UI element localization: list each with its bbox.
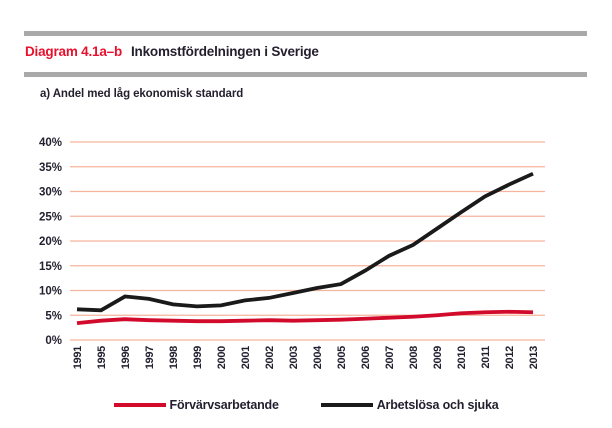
chart-legend: Förvärvsarbetande Arbetslösa och sjuka xyxy=(0,398,612,412)
legend-line-swatch xyxy=(113,403,166,407)
x-tick-label: 1996 xyxy=(120,346,132,369)
x-tick-label: 2011 xyxy=(480,346,492,369)
line-chart-canvas: 0% 5% 10% 15% 20% 25% 30% 35% 40% 1991 1995 1996 199… xyxy=(39,137,545,369)
series-line-arbetsl-sa-och-sjuka xyxy=(76,171,534,313)
x-tick-label: 2003 xyxy=(288,346,300,369)
series-line-f-rv-rvsarbetande xyxy=(76,309,534,326)
legend-label: Förvärvsarbetande xyxy=(169,398,279,412)
x-tick-label: 2010 xyxy=(456,346,468,369)
x-tick-label: 2005 xyxy=(336,346,348,369)
diagram-title-text: Inkomstfördelningen i Sverige xyxy=(131,44,319,59)
x-tick-label: 2008 xyxy=(408,346,420,369)
legend-line-swatch xyxy=(320,403,373,407)
legend-item: Arbetslösa och sjuka xyxy=(320,398,499,412)
y-tick-label: 20% xyxy=(39,236,62,248)
x-tick-label: 2009 xyxy=(432,346,444,369)
x-tick-label: 2004 xyxy=(312,345,324,369)
x-tick-label: 2006 xyxy=(360,346,372,369)
y-tick-label: 10% xyxy=(39,286,62,298)
x-tick-label: 1999 xyxy=(192,346,204,369)
top-divider xyxy=(24,31,587,36)
y-tick-label: 15% xyxy=(39,261,62,273)
y-tick-label: 30% xyxy=(39,187,62,199)
x-tick-label: 2007 xyxy=(384,346,396,369)
title-divider xyxy=(24,72,587,77)
x-tick-label: 1995 xyxy=(96,346,108,369)
y-tick-label: 40% xyxy=(39,137,62,149)
x-tick-label: 1997 xyxy=(144,346,156,369)
x-tick-label: 2012 xyxy=(504,346,516,369)
panel-a-subtitle: a) Andel med låg ekonomisk standard xyxy=(40,88,244,100)
x-tick-label: 2013 xyxy=(528,346,540,369)
y-tick-label: 35% xyxy=(39,162,62,174)
x-tick-label: 2001 xyxy=(240,346,252,369)
line-chart: 0% 5% 10% 15% 20% 25% 30% 35% 40% 1991 1995 1996 199… xyxy=(0,125,612,387)
y-tick-label: 5% xyxy=(45,310,62,322)
legend-label: Arbetslösa och sjuka xyxy=(376,398,499,412)
x-tick-label: 2000 xyxy=(216,346,228,369)
y-tick-label: 0% xyxy=(45,335,62,347)
diagram-title: Diagram 4.1a–b Inkomstfördelningen i Sver… xyxy=(25,44,587,60)
x-tick-label: 2002 xyxy=(264,346,276,369)
x-tick-label: 1991 xyxy=(72,346,84,369)
x-tick-label: 1998 xyxy=(168,346,180,369)
legend-item: Förvärvsarbetande xyxy=(113,398,279,412)
diagram-number-label: Diagram 4.1a–b xyxy=(25,44,122,59)
y-tick-label: 25% xyxy=(39,211,62,223)
